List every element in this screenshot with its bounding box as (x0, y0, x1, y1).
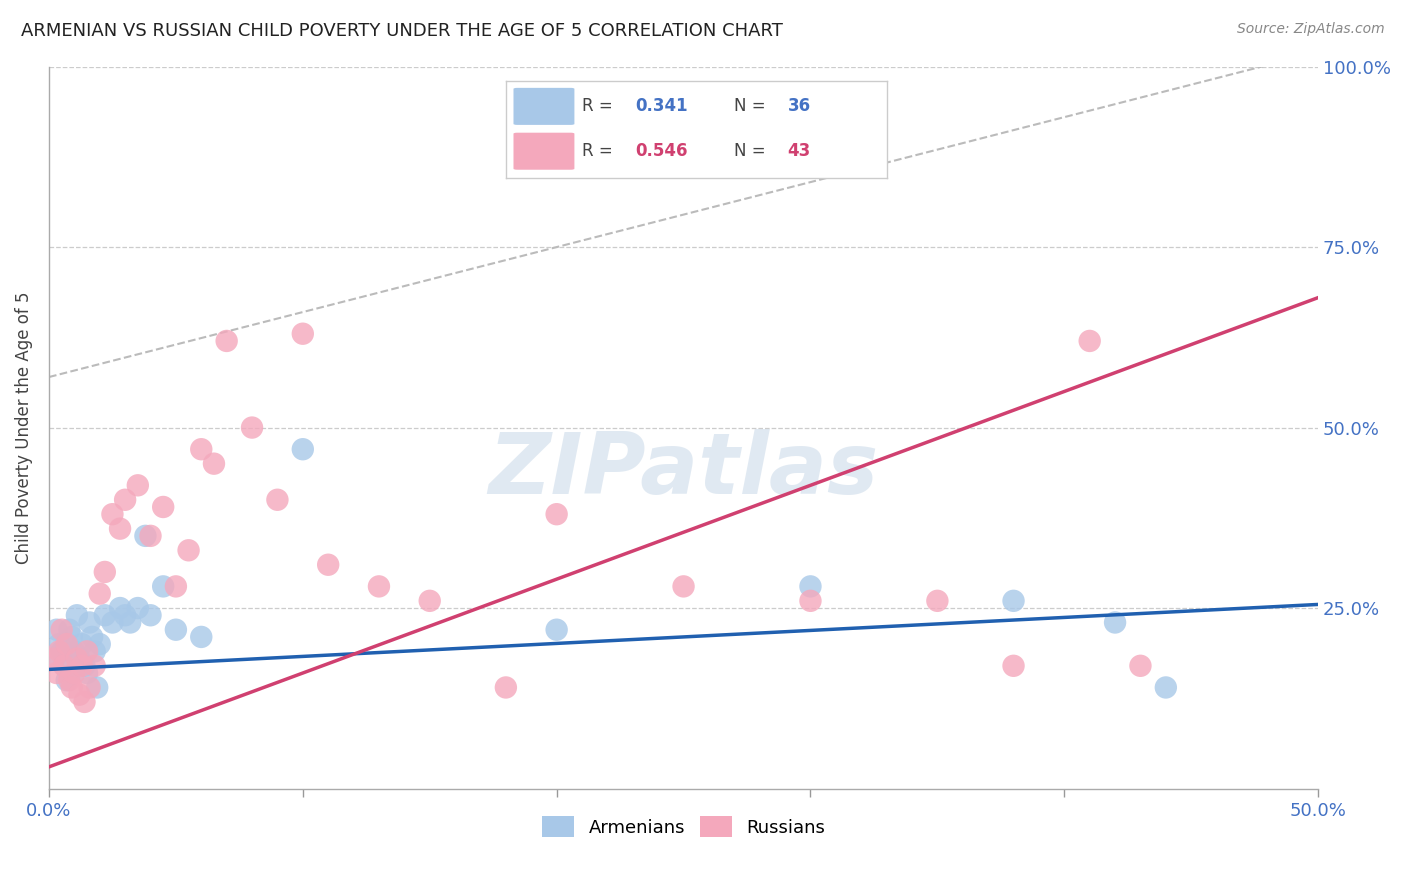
Point (114, 608, 136, 623)
Point (55, 673, 77, 688)
Point (79, 615, 101, 630)
Point (66, 608, 89, 623)
Point (139, 608, 162, 623)
Point (73, 695, 96, 709)
Point (1078, 334, 1101, 348)
Point (190, 630, 212, 644)
Point (70, 658, 93, 673)
Point (165, 579, 187, 593)
Point (134, 529, 156, 543)
Point (108, 601, 131, 615)
Point (108, 522, 131, 536)
Point (1002, 594, 1025, 608)
Point (63, 644, 86, 658)
Point (53, 658, 76, 673)
Point (419, 594, 441, 608)
Point (55, 637, 77, 651)
Point (83, 644, 105, 658)
Point (202, 457, 225, 471)
Point (266, 492, 288, 507)
Point (291, 442, 314, 457)
Point (1129, 658, 1152, 673)
Point (1002, 658, 1025, 673)
Point (127, 601, 149, 615)
Point (127, 478, 149, 492)
Point (546, 507, 568, 521)
Point (546, 623, 568, 637)
Point (291, 326, 314, 341)
Point (70, 637, 93, 651)
Point (83, 658, 105, 673)
Point (799, 579, 821, 593)
Point (139, 529, 162, 543)
Point (58, 623, 80, 637)
Point (60, 630, 83, 644)
Point (53, 658, 76, 673)
Point (89, 586, 111, 600)
Point (45, 623, 67, 637)
Point (316, 558, 339, 572)
Point (42, 651, 65, 665)
Point (79, 681, 101, 695)
Point (51, 644, 73, 658)
Point (86, 681, 108, 695)
Text: ARMENIAN VS RUSSIAN CHILD POVERTY UNDER THE AGE OF 5 CORRELATION CHART: ARMENIAN VS RUSSIAN CHILD POVERTY UNDER … (21, 22, 783, 40)
Point (1154, 681, 1177, 695)
Point (48, 637, 70, 651)
Point (73, 658, 96, 673)
Point (48, 644, 70, 658)
Point (190, 442, 212, 457)
Point (215, 334, 238, 348)
Point (101, 507, 124, 521)
Point (42, 651, 65, 665)
Point (63, 666, 86, 681)
Point (120, 615, 142, 630)
Y-axis label: Child Poverty Under the Age of 5: Child Poverty Under the Age of 5 (15, 292, 32, 564)
Point (799, 594, 821, 608)
Point (1104, 615, 1126, 630)
Point (60, 681, 83, 695)
Legend: Armenians, Russians: Armenians, Russians (534, 809, 832, 845)
Point (89, 637, 111, 651)
Point (152, 500, 174, 514)
Point (76, 666, 98, 681)
Point (67, 651, 90, 665)
Point (927, 594, 949, 608)
Point (94, 608, 117, 623)
Point (101, 615, 124, 630)
Point (114, 492, 136, 507)
Text: ZIPatlas: ZIPatlas (488, 429, 879, 512)
Point (177, 543, 200, 558)
Point (45, 666, 67, 681)
Point (58, 673, 80, 688)
Point (51, 623, 73, 637)
Text: Source: ZipAtlas.com: Source: ZipAtlas.com (1237, 22, 1385, 37)
Point (94, 565, 117, 579)
Point (368, 579, 391, 593)
Point (67, 688, 90, 702)
Point (165, 623, 187, 637)
Point (240, 420, 263, 434)
Point (495, 681, 517, 695)
Point (152, 579, 174, 593)
Point (66, 651, 89, 665)
Point (672, 579, 695, 593)
Point (82, 630, 104, 644)
Point (76, 644, 98, 658)
